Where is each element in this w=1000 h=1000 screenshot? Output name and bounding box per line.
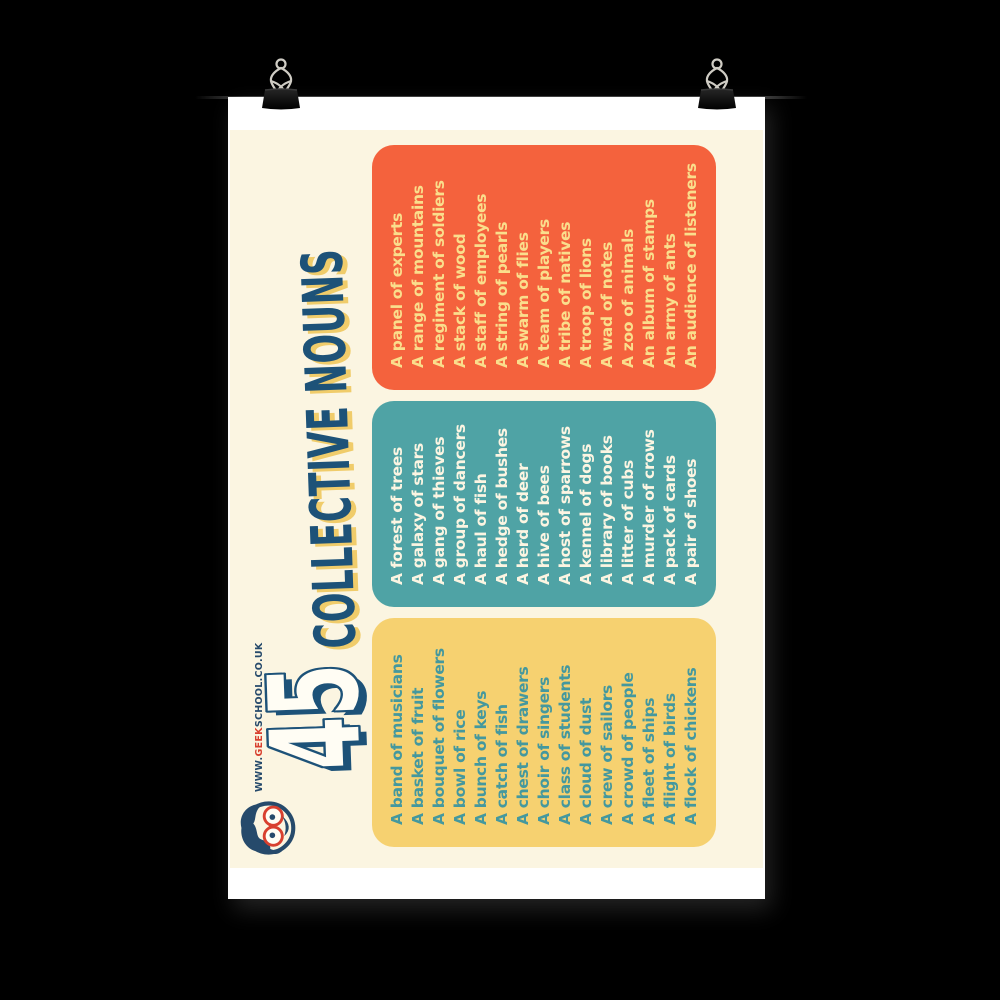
noun-item: A crew of sailors [598,685,616,825]
noun-item: A troop of lions [577,238,595,368]
noun-item: A range of mountains [409,185,427,368]
poster-content-area: WWW.GEEKSCHOOL.CO.UK 45 COLLECTIVE NOUNS… [230,130,763,868]
noun-item: A stack of wood [451,233,469,368]
noun-item: A team of players [535,219,553,368]
noun-item: A fleet of ships [640,697,658,825]
noun-item: A crowd of people [619,672,637,825]
noun-item: A string of pearls [493,221,511,368]
noun-item: A wad of notes [598,241,616,368]
noun-item: A galaxy of stars [409,443,427,585]
poster-design-rotated: WWW.GEEKSCHOOL.CO.UK 45 COLLECTIVE NOUNS… [230,130,763,868]
noun-item: A haul of fish [472,473,490,585]
poster-title: 45 COLLECTIVE NOUNS [238,247,391,775]
binder-clip-right-icon [698,58,736,110]
noun-item: An album of stamps [640,199,658,368]
noun-item: A hedge of bushes [493,428,511,585]
noun-item: A bowl of rice [451,709,469,825]
noun-item: A panel of experts [388,213,406,368]
noun-item: A herd of deer [514,463,532,585]
noun-item: A choir of singers [535,676,553,825]
noun-item: A flight of birds [661,693,679,825]
noun-item: A hive of bees [535,465,553,585]
noun-item: A flock of chickens [682,667,700,825]
noun-item: A group of dancers [451,424,469,585]
noun-item: A litter of cubs [619,460,637,585]
title-words: COLLECTIVE NOUNS [291,247,370,650]
panel-yellow: A band of musicians A basket of fruit A bo… [372,618,716,847]
noun-item: A forest of trees [388,447,406,585]
noun-item: A regiment of soldiers [430,180,448,368]
noun-item: A murder of crows [640,429,658,585]
noun-item: A swarm of flies [514,232,532,368]
noun-item: A pair of shoes [682,458,700,585]
binder-clip-left-icon [262,58,300,110]
noun-item: A pack of cards [661,455,679,585]
noun-item: A bouquet of flowers [430,648,448,825]
noun-item: A gang of thieves [430,436,448,585]
geek-mascot-icon [240,801,296,855]
noun-item: A bunch of keys [472,690,490,825]
noun-item: A band of musicians [388,654,406,825]
noun-item: A host of sparrows [556,426,574,585]
noun-item: An army of ants [661,233,679,368]
noun-item: A zoo of animals [619,228,637,368]
noun-item: A cloud of dust [577,697,595,825]
noun-item: A catch of fish [493,704,511,825]
geekschool-logo: WWW.GEEKSCHOOL.CO.UK [232,642,300,858]
noun-item: A class of students [556,664,574,825]
noun-item: A basket of fruit [409,687,427,825]
title-number: 45 [239,660,391,775]
noun-item: A tribe of natives [556,221,574,368]
noun-item: A library of books [598,435,616,585]
noun-item: An audience of listeners [682,163,700,368]
noun-item: A chest of drawers [514,666,532,825]
noun-item: A staff of employees [472,193,490,368]
noun-panels: A panel of experts A range of mountains A … [372,145,716,848]
panel-orange: A panel of experts A range of mountains A … [372,145,716,390]
poster-paper: WWW.GEEKSCHOOL.CO.UK 45 COLLECTIVE NOUNS… [228,97,765,899]
panel-teal: A forest of trees A galaxy of stars A gang… [372,401,716,607]
noun-item: A kennel of dogs [577,443,595,585]
